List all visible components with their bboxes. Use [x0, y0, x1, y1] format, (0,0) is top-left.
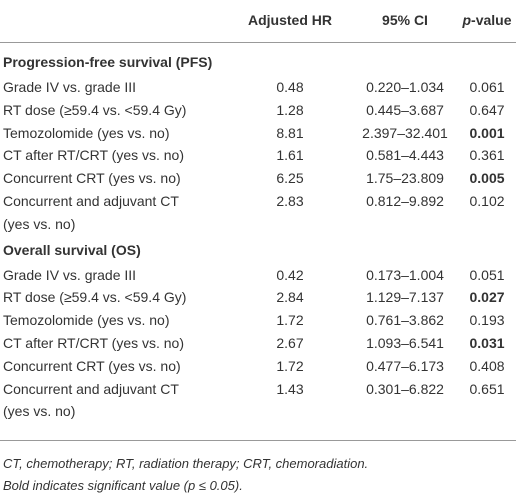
confidence-interval: 2.397–32.401: [362, 124, 448, 141]
hazard-ratio: 8.81: [276, 124, 304, 141]
hazard-ratio: 1.72: [276, 312, 304, 329]
column-header: 95% CI: [382, 12, 428, 28]
confidence-interval: 0.812–9.892: [366, 193, 444, 209]
p-value: 0.027: [469, 289, 505, 306]
hazard-ratio: 2.83: [276, 193, 304, 209]
row-label: Temozolomide (yes vs. no): [3, 124, 170, 141]
row-label: Temozolomide (yes vs. no): [3, 312, 170, 329]
hazard-ratio: 6.25: [276, 170, 304, 187]
confidence-interval: 0.761–3.862: [366, 312, 444, 329]
row-label: RT dose (≥59.4 vs. <59.4 Gy): [3, 289, 187, 306]
confidence-interval: 0.445–3.687: [366, 101, 444, 118]
row-label: CT after RT/CRT (yes vs. no): [3, 147, 185, 164]
row-label: Grade IV vs. grade III: [3, 266, 137, 283]
p-value: 0.193: [469, 312, 505, 329]
footnote: Bold indicates significant value (p ≤ 0.…: [3, 478, 243, 493]
confidence-interval: 1.75–23.809: [366, 170, 444, 187]
hazard-ratio: 1.72: [276, 357, 304, 374]
row-label: Concurrent CRT (yes vs. no): [3, 357, 181, 374]
row-label: (yes vs. no): [3, 403, 76, 420]
hazard-ratio: 1.61: [276, 147, 304, 164]
p-value: 0.051: [469, 266, 505, 283]
hazard-ratio: 1.43: [276, 380, 304, 397]
hazard-ratio: 2.67: [276, 335, 304, 351]
p-value: 0.005: [469, 170, 505, 187]
confidence-interval: 0.581–4.443: [366, 147, 444, 164]
confidence-interval: 0.173–1.004: [366, 266, 444, 283]
p-value: 0.031: [469, 335, 505, 351]
row-label: Concurrent and adjuvant CT: [3, 380, 179, 397]
row-label: CT after RT/CRT (yes vs. no): [3, 335, 185, 351]
p-value: 0.651: [469, 380, 505, 397]
confidence-interval: 0.301–6.822: [366, 380, 444, 397]
section-title: Overall survival (OS): [3, 241, 141, 258]
row-label: (yes vs. no): [3, 215, 76, 232]
header-rule: [0, 42, 516, 43]
bottom-rule: [0, 440, 516, 441]
row-label: RT dose (≥59.4 vs. <59.4 Gy): [3, 101, 187, 118]
p-value: 0.001: [469, 124, 505, 141]
row-label: Concurrent and adjuvant CT: [3, 193, 179, 209]
hazard-ratio: 0.42: [276, 266, 304, 283]
hazard-ratio: 1.28: [276, 101, 304, 118]
confidence-interval: 1.129–7.137: [366, 289, 444, 306]
confidence-interval: 1.093–6.541: [366, 335, 444, 351]
p-value: 0.102: [469, 193, 505, 209]
column-header: Adjusted HR: [248, 12, 332, 28]
p-value: 0.061: [469, 79, 505, 95]
confidence-interval: 0.220–1.034: [366, 79, 444, 95]
confidence-interval: 0.477–6.173: [366, 357, 444, 374]
p-value: 0.361: [469, 147, 505, 164]
footnote: CT, chemotherapy; RT, radiation therapy;…: [3, 456, 369, 471]
hazard-ratio: 2.84: [276, 289, 304, 306]
row-label: Concurrent CRT (yes vs. no): [3, 170, 181, 187]
column-header: p-value: [462, 12, 512, 28]
hazard-ratio: 0.48: [276, 79, 304, 95]
p-value: 0.408: [469, 357, 505, 374]
p-value: 0.647: [469, 101, 505, 118]
section-title: Progression-free survival (PFS): [3, 54, 213, 70]
row-label: Grade IV vs. grade III: [3, 79, 137, 95]
